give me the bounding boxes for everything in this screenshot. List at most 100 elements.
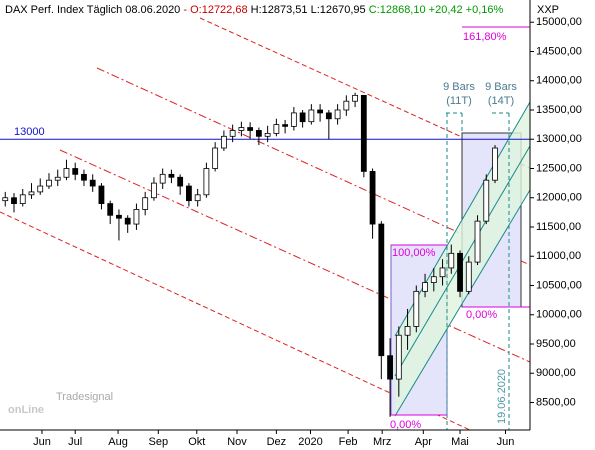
candle-body <box>343 100 350 111</box>
fib-label: 161,80% <box>463 31 507 43</box>
plot: 13000 <box>0 92 530 417</box>
fib-label: 100,00% <box>392 247 436 259</box>
candle-body <box>457 252 463 292</box>
candle-body <box>194 194 201 202</box>
candle-body <box>107 203 114 216</box>
header-part: DAX Perf. Index Täglich <box>5 4 122 16</box>
candle-body <box>290 112 297 127</box>
header-part: - O:12722,68 <box>183 4 247 16</box>
y-tick-label: 8500,00 <box>536 396 576 408</box>
header: DAX Perf. Index Täglich 08.06.2020 - O:1… <box>5 4 503 16</box>
y-tick-label: 12500,00 <box>536 162 582 174</box>
candle-body <box>448 252 455 269</box>
candle-body <box>11 197 17 204</box>
y-tick-label: 9000,00 <box>536 367 576 379</box>
bars-label: (11T) <box>446 95 471 107</box>
candle-body <box>422 282 428 292</box>
candle-body <box>334 109 341 120</box>
fib-lines <box>391 26 530 416</box>
candle-body <box>378 223 385 357</box>
candle-body <box>28 191 35 196</box>
candle-body <box>247 127 254 131</box>
y-tick-label: 13000,00 <box>536 133 582 145</box>
time-markers <box>446 112 510 430</box>
candle-body <box>151 182 157 199</box>
candle-body <box>63 168 70 178</box>
bars-label: 9 Bars <box>443 81 475 93</box>
candle-body <box>273 124 280 134</box>
candle-body <box>404 326 411 336</box>
x-tick-label: Sep <box>149 436 169 448</box>
candle-body <box>89 179 96 187</box>
y-tick-label: 12000,00 <box>536 192 582 204</box>
x-tick-label: Dez <box>267 436 287 448</box>
candle-body <box>255 130 262 137</box>
candle-body <box>229 130 236 137</box>
header-part: C:12868,10 +20,42 +0,16% <box>369 4 504 16</box>
candle-body <box>413 290 420 327</box>
candle-body <box>360 94 367 172</box>
symbol: XXP <box>537 4 559 16</box>
bars-label: (14T) <box>488 95 514 107</box>
x-tick-label: 2020 <box>298 436 322 448</box>
candle-body <box>474 220 481 263</box>
bars-label: 9 Bars <box>485 81 517 93</box>
candle-body <box>212 147 219 169</box>
y-tick-label: 9500,00 <box>536 338 576 350</box>
x-tick-label: Mrz <box>373 436 391 448</box>
x-tick-label: Jun <box>33 436 51 448</box>
x-tick-label: Nov <box>227 436 247 448</box>
candle-body <box>264 132 271 137</box>
candle-body <box>46 179 52 187</box>
candle-body <box>220 135 227 149</box>
candle-body <box>395 334 402 380</box>
x-tick-label: Okt <box>188 436 205 448</box>
watermark-brand: Tradesignal <box>56 391 113 403</box>
candle-body <box>352 94 358 102</box>
candle-body <box>159 173 166 184</box>
candle-body <box>177 176 184 187</box>
candle-body <box>116 214 122 219</box>
candle-body <box>465 261 472 292</box>
y-tick-label: 15000,00 <box>536 16 582 28</box>
x-tick-label: Jul <box>68 436 82 448</box>
header-part: H:12873,51 L:12670,95 <box>251 4 366 16</box>
x-tick-label: Feb <box>339 436 358 448</box>
candle-body <box>238 127 245 131</box>
candle-body <box>133 209 140 225</box>
y-tick-label: 13500,00 <box>536 104 582 116</box>
x-tick-label: Aug <box>108 436 128 448</box>
candle-body <box>299 112 306 123</box>
date-marker: 19.06.2020 <box>496 369 508 424</box>
candle-body <box>186 185 192 202</box>
candle-body <box>282 124 289 127</box>
y-tick-label: 11000,00 <box>536 250 581 262</box>
header-part: 08.06.2020 <box>125 4 180 16</box>
candle-body <box>430 276 437 283</box>
candle-body <box>54 176 61 181</box>
candle-body <box>37 185 44 193</box>
y-tick-label: 10000,00 <box>536 309 582 321</box>
fib-label: 0,00% <box>466 309 497 321</box>
candle-body <box>72 168 79 175</box>
y-tick-label: 11500,00 <box>536 221 581 233</box>
candle-body <box>325 112 332 120</box>
candle-body <box>98 185 105 204</box>
candle-body <box>19 194 26 204</box>
candle-body <box>203 168 210 196</box>
y-tick-label: 10500,00 <box>536 279 582 291</box>
y-tick-label: 14000,00 <box>536 75 582 87</box>
x-tick-label: Jun <box>497 436 515 448</box>
candle-body <box>168 173 175 178</box>
candle-body <box>317 109 323 114</box>
candle-body <box>387 355 393 380</box>
candle-body <box>124 217 131 225</box>
x-tick-label: Mai <box>451 436 469 448</box>
candle-body <box>308 109 315 123</box>
horizontal-line-label: 13000 <box>14 126 45 138</box>
x-tick-label: Apr <box>415 436 432 448</box>
candle-body <box>439 267 446 278</box>
y-tick-label: 14500,00 <box>536 45 582 57</box>
